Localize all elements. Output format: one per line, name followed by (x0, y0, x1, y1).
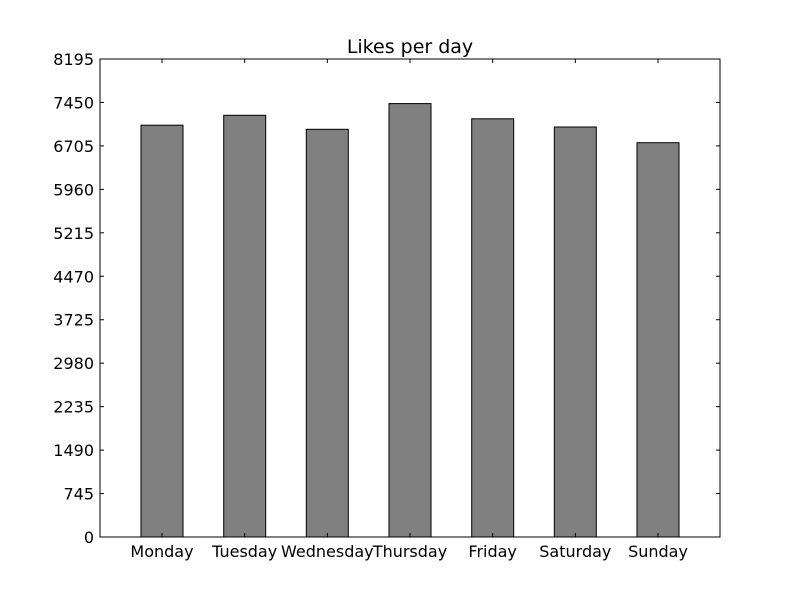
bar-saturday (553, 126, 597, 538)
y-tick-label: 1490 (53, 441, 94, 460)
bar-thursday (388, 103, 432, 538)
y-tick-label: 3725 (53, 311, 94, 330)
bar-tuesday (223, 114, 267, 538)
x-tick-label: Tuesday (211, 542, 277, 561)
y-tick-label: 5215 (53, 224, 94, 243)
y-tick-label: 2980 (53, 354, 94, 373)
bar-wednesday (305, 128, 349, 538)
y-tick-label: 6705 (53, 137, 94, 156)
axes-frame (99, 58, 721, 538)
x-tick-label: Wednesday (281, 542, 374, 561)
x-tick-label: Monday (130, 542, 193, 561)
y-tick-label: 7450 (53, 93, 94, 112)
x-tick-label: Friday (468, 542, 517, 561)
y-tick-label: 4470 (53, 267, 94, 286)
bar-friday (471, 118, 515, 538)
bar-sunday (636, 142, 680, 538)
plot-area: Monday Tuesday Wednesday Thursday Friday Satu… (53, 50, 721, 561)
y-tick-label: 745 (63, 485, 94, 504)
bar-monday (140, 124, 184, 538)
y-tick-label: 8195 (53, 50, 94, 69)
y-tick-label: 5960 (53, 180, 94, 199)
x-tick-label: Saturday (539, 542, 611, 561)
y-tick-label: 0 (84, 528, 94, 547)
y-tick-label: 2235 (53, 398, 94, 417)
chart-title: Likes per day (347, 36, 473, 58)
x-tick-label: Thursday (372, 542, 447, 561)
x-tick-label: Sunday (628, 542, 688, 561)
